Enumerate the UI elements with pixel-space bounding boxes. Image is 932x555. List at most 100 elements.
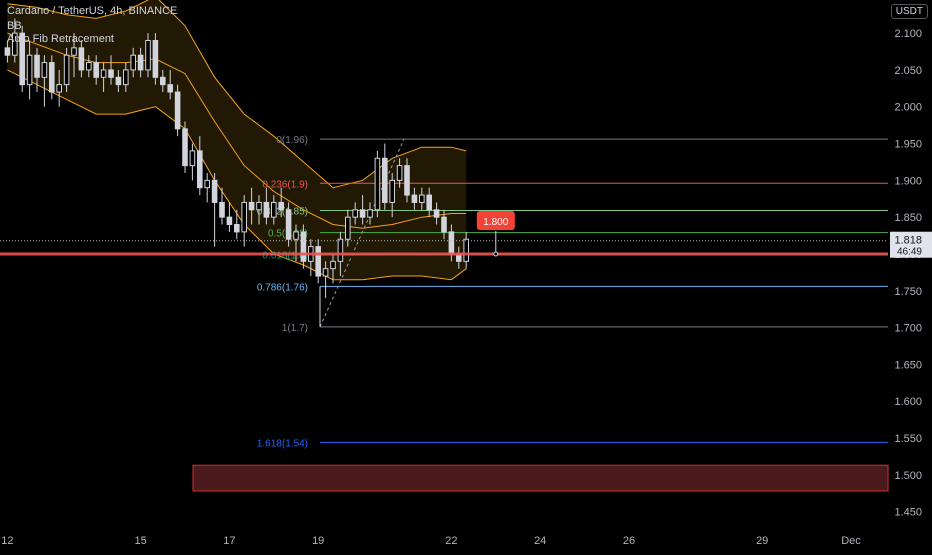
candle [226,202,233,232]
candle [63,47,70,93]
candle [115,69,122,93]
bollinger-fill [7,0,467,280]
candle-body-down [411,194,418,203]
candle [26,40,33,100]
candle-body-down [160,76,166,86]
candle [433,202,440,225]
candle-body-up [345,216,351,240]
candle-body-down [182,128,188,167]
candle [367,202,373,225]
candle [167,69,173,100]
y-axis-tick-label: 1.600 [894,396,922,408]
candle [160,69,166,93]
candle-body-up [463,238,469,262]
current-price-badge [890,231,932,258]
candle [389,172,395,218]
y-axis-tick-label: 1.750 [894,286,922,298]
candle-body-up [352,209,358,218]
candle-body-down [285,209,292,240]
candle [34,47,40,93]
candle [322,261,329,299]
candle [278,187,284,218]
y-axis-tick-label: 2.000 [894,102,922,114]
candle [182,121,188,173]
y-axis-tick-label: 1.450 [894,507,922,519]
candle-body-up [367,209,373,218]
fib-level-label: 0.382(1.85) [257,207,308,218]
candle [19,25,25,93]
candle-body-down [404,165,410,196]
candle-body-up [123,69,129,86]
candle [271,195,277,225]
candle [86,55,92,78]
candle-body-up [130,54,136,71]
candle [441,209,447,240]
x-axis-tick-label: 17 [223,535,235,547]
fib-trend-line [319,138,405,328]
y-axis-tick-label: 1.650 [894,359,922,371]
x-axis-tick-label: 22 [445,535,457,547]
candle-body-down [300,231,307,262]
candle-body-up [204,179,210,189]
x-axis-tick-label: 19 [312,535,324,547]
candle [137,47,144,78]
fib-level-label: 0(1.96) [276,135,308,146]
candle-body-down [78,47,85,71]
candle-body-down [19,32,25,86]
x-axis-tick-label: 26 [623,535,635,547]
candle [359,195,366,225]
candle-body-down [382,157,388,203]
candle-body-up [419,194,425,203]
x-axis-tick-label: 24 [534,535,546,547]
candle [426,187,432,218]
candle [108,55,114,85]
candle [374,150,381,218]
candle-body-up [396,165,403,181]
candle-body-up [271,201,277,218]
candle-body-up [293,231,299,240]
candle-body-down [167,84,173,93]
y-axis-tick-label: 2.050 [894,65,922,77]
candle [4,40,11,63]
candle [123,62,129,93]
candle-body-up [86,62,92,71]
y-axis-tick-label: 1.950 [894,139,922,151]
candle-body-up [26,54,33,86]
fib-level-label: 1(1.7) [282,323,308,334]
candle-body-down [49,62,55,93]
candle [145,33,151,78]
candle [256,195,262,225]
candle-body-up [12,32,18,56]
candle-body-up [71,47,77,56]
candle-body-down [359,209,366,218]
candle-body-up [41,62,48,78]
candle-body-down [152,39,159,78]
fib-level-label: 0.618(1.8) [262,251,308,262]
candle [285,202,292,247]
indicator-fib-label[interactable]: Auto Fib Retracement [7,33,114,45]
candle-body-down [219,201,225,218]
candle-body-down [4,47,11,56]
candle [463,231,469,269]
chart-title: Cardano / TetherUS, 4h, BINANCE [7,5,178,17]
candle [411,187,418,210]
x-axis-tick-label: Dec [841,535,861,547]
candle [56,69,62,107]
currency-badge[interactable]: USDT [890,4,928,19]
candle [419,187,425,210]
y-axis-tick-label: 1.500 [894,470,922,482]
candle-body-up [256,201,262,211]
price-zone-box [192,464,889,492]
candle [41,55,48,107]
candle-body-down [108,69,114,78]
bollinger-middle-line [7,32,467,229]
candle-body-down [34,54,40,78]
candle-body-down [315,246,321,277]
indicator-bb-label[interactable]: BB [7,20,22,32]
candle-body-down [211,179,218,203]
candle-body-down [448,231,455,255]
y-axis-tick-label: 1.550 [894,433,922,445]
candle [219,187,225,225]
